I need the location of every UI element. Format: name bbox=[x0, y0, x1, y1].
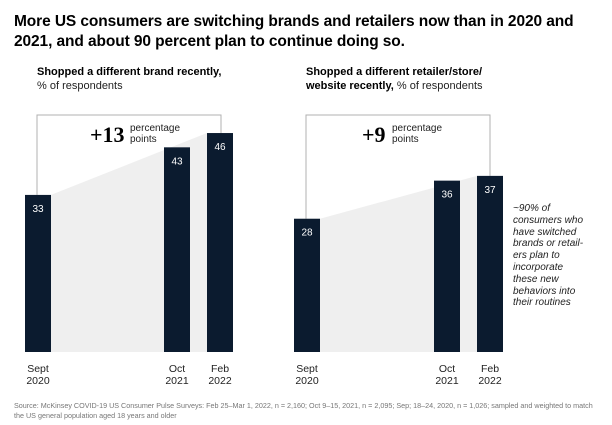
annotation-line: these new bbox=[513, 273, 559, 285]
left-chart-title: Shopped a different brand recently, bbox=[37, 66, 222, 78]
left-bar-value-label: 46 bbox=[214, 142, 226, 153]
annotation-note: ~90% of consumers who have switched brands … bbox=[513, 203, 608, 309]
right-x-tick-label: 2022 bbox=[478, 375, 502, 387]
left-change-bracket bbox=[36, 114, 222, 195]
annotation-line: ers plan to bbox=[513, 250, 560, 262]
left-x-tick-label: Oct bbox=[169, 363, 185, 375]
annotation-line: have switched bbox=[513, 226, 577, 238]
chart-title: More US consumers are switching brands a… bbox=[14, 13, 574, 50]
left-delta-unit: points bbox=[130, 134, 157, 145]
left-chart-unit: % of respondents bbox=[37, 80, 123, 92]
right-x-tick-label: 2021 bbox=[435, 375, 459, 387]
source-note: Source: McKinsey COVID-19 US Consumer Pu… bbox=[14, 401, 593, 420]
left-bar-value-label: 33 bbox=[32, 204, 44, 215]
left-delta-value: +13 bbox=[90, 122, 125, 147]
right-chart-title: Shopped a different retailer/store/ webs… bbox=[306, 66, 483, 92]
right-x-tick-label: 2020 bbox=[295, 375, 319, 387]
right-x-tick-label: Sept bbox=[296, 363, 318, 375]
annotation-line: behaviors into bbox=[513, 285, 576, 297]
left-x-tick-label: Sept bbox=[27, 363, 49, 375]
left-chart-subtitle: Shopped a different brand recently, % of… bbox=[37, 65, 257, 93]
left-x-tick-label: 2020 bbox=[26, 375, 50, 387]
annotation-line: brands or retail- bbox=[513, 238, 584, 250]
left-bar bbox=[207, 133, 233, 352]
annotation-line: ~90% of bbox=[513, 203, 550, 214]
right-change-bracket bbox=[305, 114, 491, 219]
annotation-line: their routines bbox=[513, 297, 571, 309]
left-delta-unit: percentage bbox=[130, 123, 180, 134]
right-delta-unit: percentage bbox=[392, 123, 442, 134]
annotation-line: consumers who bbox=[513, 214, 584, 226]
right-bar-value-label: 36 bbox=[441, 190, 453, 201]
left-bar bbox=[25, 194, 51, 352]
right-delta-value: +9 bbox=[362, 122, 386, 147]
annotation-line: incorporate bbox=[513, 261, 564, 273]
right-chart-unit: % of respondents bbox=[396, 80, 483, 92]
left-bar-value-label: 43 bbox=[171, 156, 183, 167]
left-x-tick-label: 2021 bbox=[165, 375, 189, 387]
right-bar bbox=[477, 175, 503, 352]
left-x-tick-label: Feb bbox=[211, 363, 229, 375]
right-bar-value-label: 37 bbox=[484, 185, 496, 196]
right-chart-subtitle: Shopped a different retailer/store/ webs… bbox=[306, 65, 506, 93]
right-x-tick-label: Feb bbox=[481, 363, 499, 375]
right-delta-unit: points bbox=[392, 134, 419, 145]
left-bar bbox=[164, 147, 190, 352]
right-bar-value-label: 28 bbox=[301, 228, 313, 239]
left-x-tick-label: 2022 bbox=[208, 375, 232, 387]
right-x-tick-label: Oct bbox=[439, 363, 455, 375]
right-bar bbox=[294, 218, 320, 352]
right-bar bbox=[434, 180, 460, 352]
